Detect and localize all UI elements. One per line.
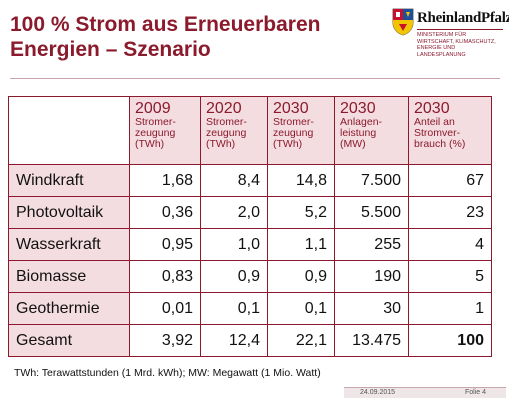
logo-ministry-line: Energie und <box>417 45 456 51</box>
table-cell: 0,83 <box>129 260 201 293</box>
slide-title: 100 % Strom aus Erneuerbaren Energien – … <box>10 12 380 62</box>
column-header-sub: Stromver- <box>414 127 461 139</box>
logo-ministry-line: Ministerium für <box>417 32 467 38</box>
logo-divider <box>417 29 503 30</box>
column-header: 2030 Stromer- zeugung (TWh) <box>267 96 335 165</box>
table-cell: 255 <box>334 228 409 261</box>
logo-wordmark: RheinlandPfalz <box>417 10 509 26</box>
column-header-sub: zeugung <box>273 127 314 139</box>
table-cell: 1,1 <box>267 228 335 261</box>
table-cell: 8,4 <box>200 164 268 197</box>
row-label: Wasserkraft <box>8 228 130 261</box>
table-cell: 22,1 <box>267 324 335 357</box>
state-crest-icon <box>392 8 414 36</box>
column-header-year: 2030 <box>340 100 376 117</box>
title-divider <box>10 78 500 79</box>
row-label: Windkraft <box>8 164 130 197</box>
table-cell: 1,68 <box>129 164 201 197</box>
footer-slide-number: Folie 4 <box>464 389 486 396</box>
table-cell: 7.500 <box>334 164 409 197</box>
table-cell: 14,8 <box>267 164 335 197</box>
slide-footer: 24.09.2015 Folie 4 <box>344 387 506 398</box>
table-cell: 0,9 <box>267 260 335 293</box>
column-header: 2030 Anteil an Stromver- brauch (%) <box>408 96 492 165</box>
column-header-sub: brauch (%) <box>414 138 466 150</box>
table-cell: 0,1 <box>200 292 268 325</box>
slide-title-line-1: 100 % Strom aus Erneuerbaren <box>10 13 321 36</box>
table-cell: 0,9 <box>200 260 268 293</box>
ministry-logo: RheinlandPfalz Ministerium für Wirtschaf… <box>392 8 509 70</box>
table-cell-total-share: 100 <box>408 324 492 357</box>
column-header-year: 2009 <box>135 100 171 117</box>
row-label: Photovoltaik <box>8 196 130 229</box>
table-total-row: Gesamt 3,92 12,4 22,1 13.475 100 <box>8 324 492 357</box>
table-cell: 1,0 <box>200 228 268 261</box>
energy-scenario-table: 2009 Stromer- zeugung (TWh) 2020 Stromer… <box>8 96 492 357</box>
table-cell: 5,2 <box>267 196 335 229</box>
column-header-sub: (MW) <box>340 138 366 150</box>
table-cell: 2,0 <box>200 196 268 229</box>
table-cell: 4 <box>408 228 492 261</box>
table-row: Biomasse 0,83 0,9 0,9 190 5 <box>8 260 492 293</box>
table-cell: 190 <box>334 260 409 293</box>
column-header: 2009 Stromer- zeugung (TWh) <box>129 96 201 165</box>
row-label: Biomasse <box>8 260 130 293</box>
column-header: 2030 Anlagen- leistung (MW) <box>334 96 409 165</box>
logo-ministry-text: Ministerium für Wirtschaft, Klimaschutz,… <box>417 32 505 58</box>
row-label: Geothermie <box>8 292 130 325</box>
table-cell: 30 <box>334 292 409 325</box>
footer-date: 24.09.2015 <box>360 389 396 396</box>
footnote: TWh: Terawattstunden (1 Mrd. kWh); MW: M… <box>14 367 321 379</box>
table-cell: 5.500 <box>334 196 409 229</box>
row-label: Gesamt <box>8 324 130 357</box>
column-header-sub: (TWh) <box>273 138 303 150</box>
table-cell: 0,1 <box>267 292 335 325</box>
table-cell: 0,95 <box>129 228 201 261</box>
table-cell: 3,92 <box>129 324 201 357</box>
table-row: Photovoltaik 0,36 2,0 5,2 5.500 23 <box>8 196 492 229</box>
column-header-sub: zeugung <box>206 127 247 139</box>
column-header: 2020 Stromer- zeugung (TWh) <box>200 96 268 165</box>
table-cell: 67 <box>408 164 492 197</box>
table-cell: 1 <box>408 292 492 325</box>
column-header-sub: (TWh) <box>135 138 165 150</box>
table-cell: 0,01 <box>129 292 201 325</box>
table-cell: 23 <box>408 196 492 229</box>
table-row: Geothermie 0,01 0,1 0,1 30 1 <box>8 292 492 325</box>
logo-ministry-line: Landesplanung <box>417 51 466 58</box>
column-header-sub: Anlagen- <box>340 116 383 128</box>
column-header-sub: (TWh) <box>206 138 236 150</box>
table-corner-cell <box>8 96 130 165</box>
table-cell: 12,4 <box>200 324 268 357</box>
table-cell: 0,36 <box>129 196 201 229</box>
table-header-row: 2009 Stromer- zeugung (TWh) 2020 Stromer… <box>8 96 492 165</box>
slide-title-line-2: Energien – Szenario <box>10 38 211 61</box>
column-header-year: 2030 <box>273 100 309 117</box>
table-cell: 13.475 <box>334 324 409 357</box>
logo-ministry-line: Wirtschaft, Klimaschutz, <box>417 38 496 45</box>
column-header-sub: zeugung <box>135 127 176 139</box>
column-header-sub: Anteil an <box>414 116 455 128</box>
column-header-sub: leistung <box>340 127 377 139</box>
table-row: Windkraft 1,68 8,4 14,8 7.500 67 <box>8 164 492 197</box>
table-row: Wasserkraft 0,95 1,0 1,1 255 4 <box>8 228 492 261</box>
column-header-year: 2020 <box>206 100 242 117</box>
column-header-sub: Stromer- <box>135 116 176 128</box>
column-header-sub: Stromer- <box>273 116 314 128</box>
column-header-year: 2030 <box>414 100 450 117</box>
column-header-sub: Stromer- <box>206 116 247 128</box>
table-cell: 5 <box>408 260 492 293</box>
